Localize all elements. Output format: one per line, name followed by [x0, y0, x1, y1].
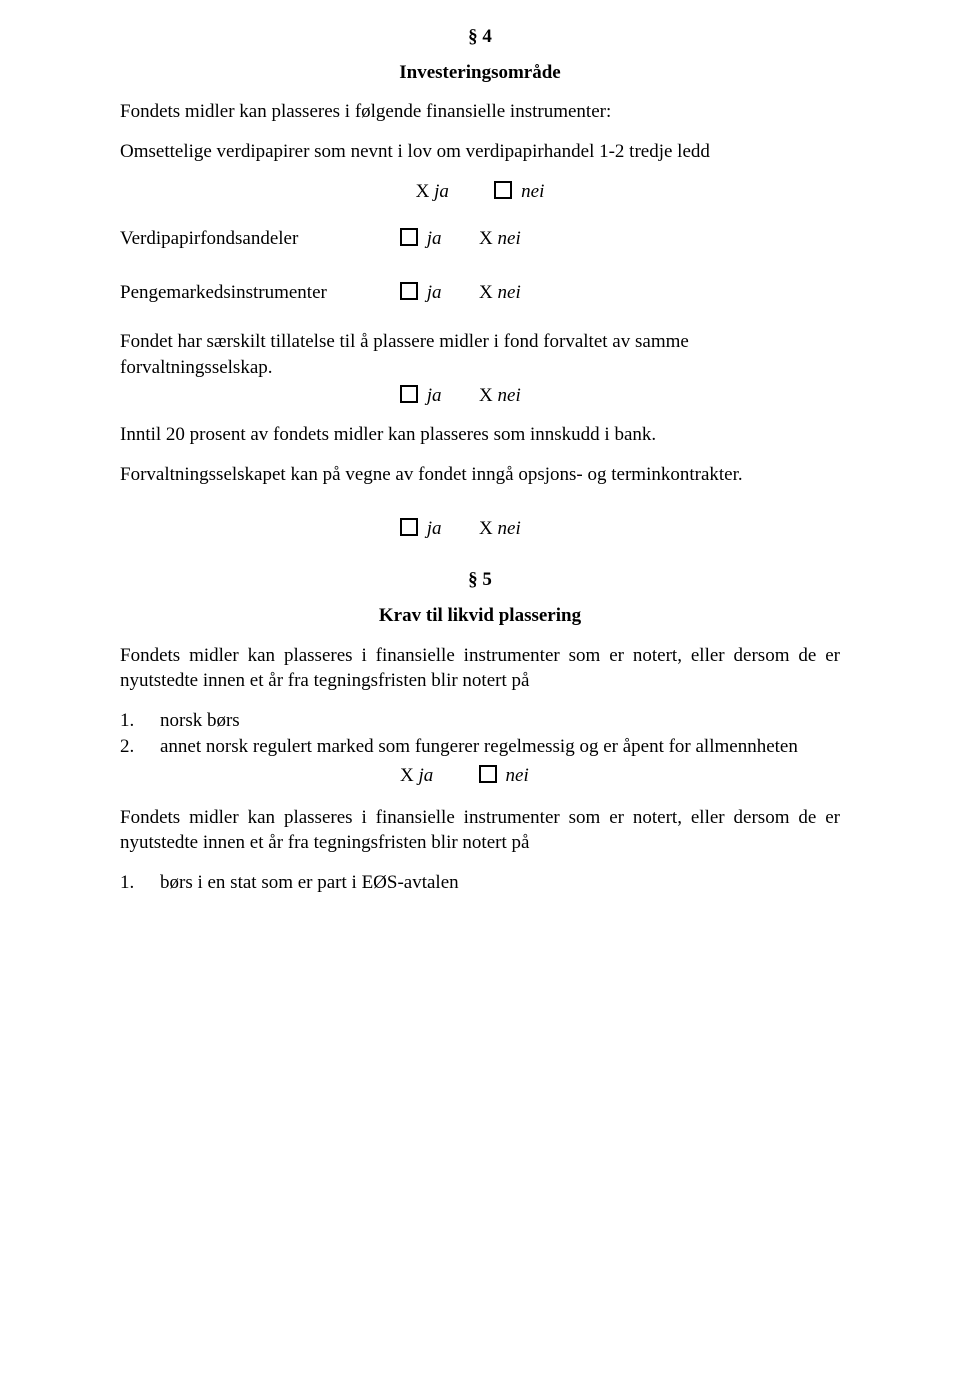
choice-ja-unselected: ja — [400, 228, 446, 249]
s5-intro1: Fondets midler kan plasseres i finansiel… — [120, 643, 840, 694]
section-5-title: Krav til likvid plassering — [120, 603, 840, 629]
ja-label: ja — [427, 282, 442, 303]
s5-intro2: Fondets midler kan plasseres i finansiel… — [120, 805, 840, 856]
s4-intro: Fondets midler kan plasseres i følgende … — [120, 99, 840, 125]
document-page: § 4 Investeringsområde Fondets midler ka… — [0, 0, 960, 1384]
checkbox-icon — [400, 282, 418, 300]
s4-verdipapirfondsandeler-row: Verdipapirfondsandeler ja X nei — [120, 226, 840, 252]
s4-verdipapirfondsandeler-label: Verdipapirfondsandeler — [120, 226, 400, 252]
list-text: annet norsk regulert marked som fungerer… — [160, 734, 840, 760]
section-4-title: Investeringsområde — [120, 60, 840, 86]
s5-item-1: 1. norsk børs — [120, 708, 840, 734]
s4-pengemarked-row: Pengemarkedsinstrumenter ja X nei — [120, 280, 840, 306]
checkbox-icon — [400, 518, 418, 536]
ja-label: ja — [434, 181, 449, 202]
s4-pengemarked-label: Pengemarkedsinstrumenter — [120, 280, 400, 306]
s5-item-3: 1. børs i en stat som er part i EØS-avta… — [120, 870, 840, 896]
ja-label: ja — [418, 765, 433, 786]
nei-label: nei — [498, 518, 521, 539]
choice-nei-selected: X nei — [479, 385, 521, 406]
ja-label: ja — [427, 385, 442, 406]
x-mark: X — [416, 181, 430, 202]
choice-nei-selected: X nei — [479, 282, 521, 303]
x-mark: X — [479, 282, 493, 303]
x-mark: X — [479, 385, 493, 406]
checkbox-icon — [494, 181, 512, 199]
ja-label: ja — [427, 228, 442, 249]
list-number: 1. — [120, 708, 160, 734]
s4-forvaltning-choice: ja X nei — [120, 516, 840, 542]
list-text: børs i en stat som er part i EØS-avtalen — [160, 870, 840, 896]
s4-saerskilt-choice: ja X nei — [120, 383, 840, 409]
list-number: 2. — [120, 734, 160, 760]
choice-nei-unselected: nei — [479, 765, 529, 786]
list-number: 1. — [120, 870, 160, 896]
x-mark: X — [400, 765, 414, 786]
choice-ja-selected: X ja — [416, 181, 454, 202]
nei-label: nei — [498, 385, 521, 406]
nei-label: nei — [521, 181, 544, 202]
checkbox-icon — [400, 228, 418, 246]
ja-label: ja — [427, 518, 442, 539]
checkbox-icon — [400, 385, 418, 403]
x-mark: X — [479, 228, 493, 249]
choice-ja-selected: X ja — [400, 765, 438, 786]
s4-omsettelige-choice: X ja nei — [120, 179, 840, 205]
s4-saerskilt: Fondet har særskilt tillatelse til å pla… — [120, 329, 840, 380]
nei-label: nei — [506, 765, 529, 786]
nei-label: nei — [498, 228, 521, 249]
nei-label: nei — [498, 282, 521, 303]
section-4-number: § 4 — [120, 24, 840, 50]
checkbox-icon — [479, 765, 497, 783]
s4-pengemarked-choice: ja X nei — [400, 280, 521, 306]
s5-item-2: 2. annet norsk regulert marked som funge… — [120, 734, 840, 760]
s5-choice-1: X ja nei — [120, 763, 840, 789]
choice-ja-unselected: ja — [400, 518, 446, 539]
choice-nei-selected: X nei — [479, 518, 521, 539]
choice-nei-selected: X nei — [479, 228, 521, 249]
list-text: norsk børs — [160, 708, 840, 734]
s4-forvaltning: Forvaltningsselskapet kan på vegne av fo… — [120, 462, 840, 488]
x-mark: X — [479, 518, 493, 539]
choice-ja-unselected: ja — [400, 385, 446, 406]
choice-nei-unselected: nei — [494, 181, 544, 202]
s4-omsettelige: Omsettelige verdipapirer som nevnt i lov… — [120, 139, 840, 165]
s4-verdipapirfondsandeler-choice: ja X nei — [400, 226, 521, 252]
choice-ja-unselected: ja — [400, 282, 446, 303]
s4-innskudd: Inntil 20 prosent av fondets midler kan … — [120, 422, 840, 448]
section-5-number: § 5 — [120, 567, 840, 593]
